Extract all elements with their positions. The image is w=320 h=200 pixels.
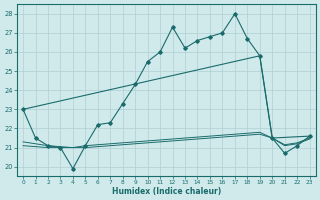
X-axis label: Humidex (Indice chaleur): Humidex (Indice chaleur) — [112, 187, 221, 196]
